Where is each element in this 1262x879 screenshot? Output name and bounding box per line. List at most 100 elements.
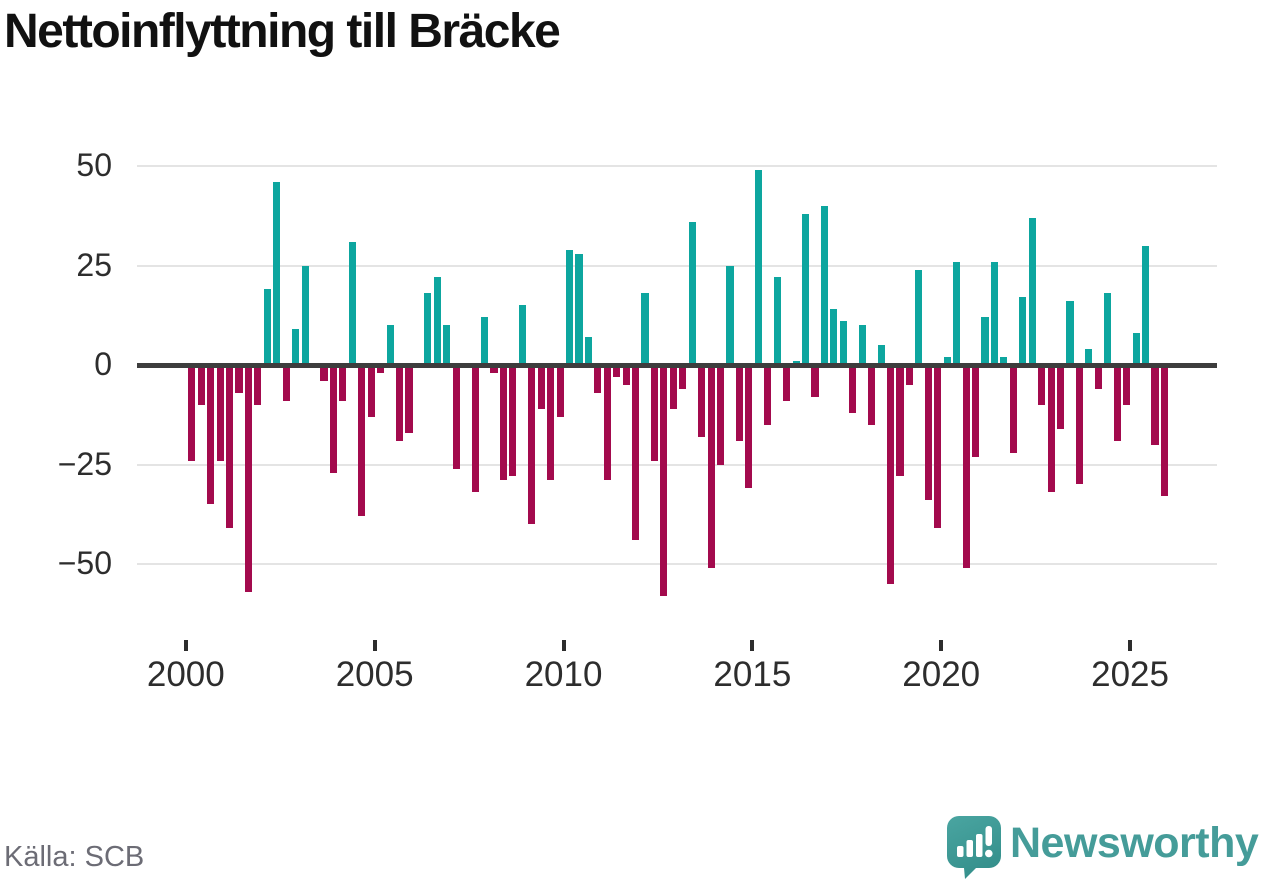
quarter-bar (594, 365, 602, 393)
quarter-bar (537, 365, 545, 409)
y-axis-tick-label: −25 (57, 445, 112, 482)
quarter-bar (216, 365, 224, 461)
x-axis-tick (372, 640, 377, 651)
quarter-bar (943, 357, 951, 365)
quarter-bar (320, 365, 328, 381)
quarter-bar (377, 365, 385, 373)
quarter-bar (877, 345, 885, 365)
quarter-bar (1151, 365, 1159, 445)
quarter-bar (188, 365, 196, 461)
quarter-bar (339, 365, 347, 401)
quarter-bar (480, 317, 489, 365)
quarter-bar (962, 365, 970, 568)
quarter-bar (707, 365, 715, 568)
x-axis-tick-label: 2000 (146, 655, 225, 694)
y-axis-tick-label: 0 (94, 346, 112, 382)
quarter-bar (688, 221, 696, 365)
quarter-bar (981, 317, 989, 365)
quarter-bar (386, 325, 394, 365)
quarter-bar (1094, 365, 1102, 389)
quarter-bar (547, 365, 555, 481)
quarter-bar (820, 205, 829, 365)
x-axis-tick (1128, 640, 1133, 651)
source-note: Källa: SCB (4, 841, 145, 873)
newsworthy-speech-bubble-barchart-icon (946, 815, 1002, 879)
quarter-bar (282, 365, 290, 401)
quarter-bar (1160, 365, 1168, 497)
brand-name: Newsworthy (1010, 819, 1259, 867)
quarter-bar (509, 365, 517, 477)
quarter-bar (1038, 365, 1046, 405)
quarter-bar (726, 265, 734, 365)
chart-title: Nettoinflyttning till Bräcke (4, 5, 561, 58)
quarter-bar (405, 365, 413, 433)
quarter-bar (1104, 293, 1112, 365)
quarter-bar (254, 365, 262, 405)
quarter-bar (971, 365, 980, 457)
quarter-bar (632, 365, 640, 541)
quarter-bar (329, 365, 337, 473)
quarter-bar (1066, 301, 1074, 365)
quarter-bar (754, 170, 762, 365)
quarter-bar (773, 277, 781, 365)
x-axis-tick (183, 640, 188, 651)
quarter-bar (1123, 365, 1131, 405)
quarter-bar (641, 293, 649, 365)
quarter-bar (887, 365, 895, 584)
quarter-bar (584, 337, 592, 365)
x-axis-tick-label: 2015 (713, 655, 792, 694)
quarter-bar (1132, 333, 1140, 365)
quarter-bar (197, 365, 205, 405)
quarter-bar (650, 365, 659, 461)
quarter-bar (358, 365, 366, 517)
quarter-bar (565, 249, 574, 365)
y-axis-tick-label: −50 (57, 545, 112, 581)
quarter-bar (1113, 365, 1121, 441)
quarter-bar (849, 365, 857, 413)
quarter-bar (207, 365, 215, 505)
quarter-bar (802, 213, 810, 365)
quarter-bar (424, 293, 432, 365)
x-axis-tick-label: 2005 (335, 655, 414, 694)
gridline (137, 563, 1217, 565)
quarter-bar (443, 325, 451, 365)
quarter-bar (839, 321, 847, 365)
quarter-bar (273, 181, 281, 365)
quarter-bar (603, 365, 611, 481)
quarter-bar (1075, 365, 1083, 485)
gridline (137, 463, 1217, 466)
quarter-bar (811, 365, 819, 397)
quarter-bar (698, 365, 706, 437)
quarter-bar (1085, 349, 1093, 365)
quarter-bar (717, 365, 725, 465)
quarter-bar (660, 365, 668, 596)
quarter-bar (830, 309, 838, 365)
quarter-bar (1141, 245, 1150, 365)
quarter-bar (367, 365, 375, 417)
quarter-bar (471, 365, 479, 493)
quarter-bar (679, 365, 687, 389)
y-axis-tick-label: 50 (76, 147, 112, 183)
quarter-bar (1009, 365, 1017, 453)
quarter-bar (915, 269, 923, 365)
quarter-bar (1019, 297, 1027, 365)
x-axis-tick (750, 640, 755, 651)
quarter-bar (669, 365, 677, 409)
quarter-bar (348, 241, 356, 365)
quarter-bar (745, 365, 753, 489)
quarter-bar (905, 365, 913, 385)
quarter-bar (490, 365, 498, 373)
quarter-bar (924, 365, 932, 501)
quarter-bar (858, 325, 866, 365)
quarter-bar (433, 277, 441, 365)
brand-logo: Newsworthy (946, 813, 1262, 879)
quarter-bar (1047, 365, 1055, 493)
quarter-bar (499, 365, 507, 481)
x-axis-tick (561, 640, 566, 651)
gridline (137, 165, 1217, 167)
quarter-bar (990, 261, 998, 365)
quarter-bar (1028, 217, 1036, 365)
quarter-bar (235, 365, 243, 393)
